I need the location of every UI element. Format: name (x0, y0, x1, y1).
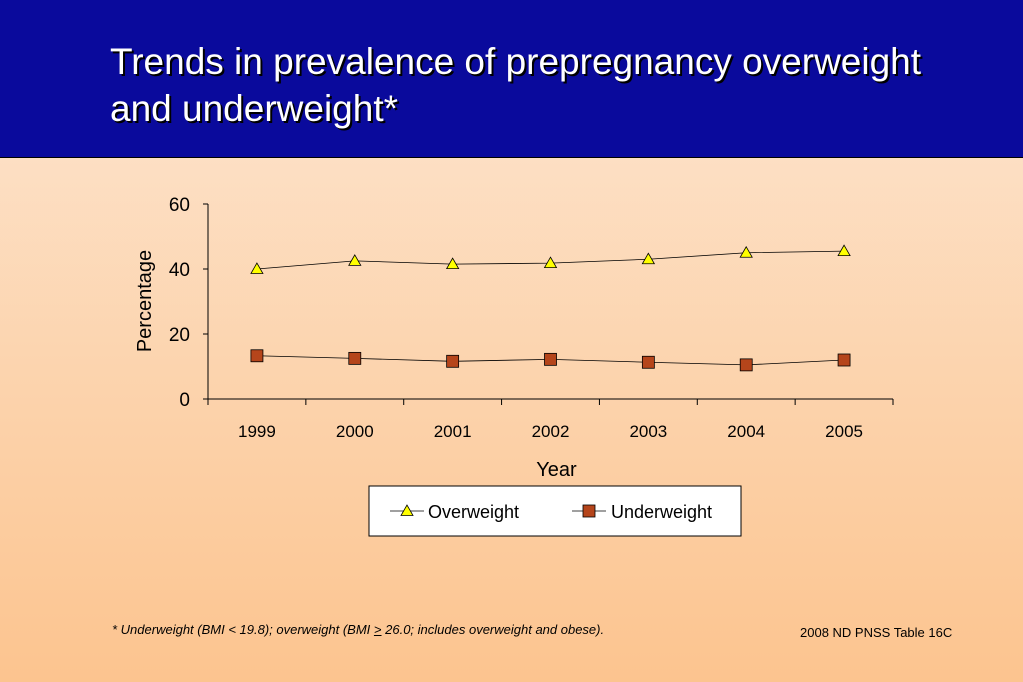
x-axis-title: Year (536, 459, 577, 481)
data-point-overweight (348, 254, 362, 266)
data-point-overweight (543, 256, 558, 269)
y-tick-label: 20 (169, 325, 190, 346)
data-point-underweight (837, 353, 851, 367)
data-point-overweight (641, 252, 656, 265)
y-axis-title: Percentage (134, 250, 156, 352)
data-point-overweight (250, 262, 264, 274)
y-tick-label: 40 (169, 260, 190, 281)
x-tick-label: 2004 (727, 422, 765, 441)
data-point-underweight (446, 354, 460, 368)
x-tick-label: 2003 (629, 422, 667, 441)
x-tick-label: 2001 (434, 422, 472, 441)
data-point-underweight (544, 352, 557, 366)
legend-label-overweight: Overweight (428, 502, 519, 522)
slide-title: Trends in prevalence of prepregnancy ove… (110, 41, 922, 129)
legend-label-underweight: Underweight (611, 502, 712, 522)
source-citation: 2008 ND PNSS Table 16C (800, 625, 953, 640)
footnote-text-1: * Underweight (BMI < 19.8); overweight (… (112, 622, 374, 637)
data-point-overweight (739, 245, 753, 258)
x-tick-label: 2002 (532, 422, 570, 441)
footnote-text-2: 26.0; includes overweight and obese). (381, 622, 605, 637)
y-tick-label: 60 (169, 195, 190, 216)
data-point-underweight (348, 351, 362, 365)
footnote: * Underweight (BMI < 19.8); overweight (… (112, 622, 604, 637)
x-tick-label: 2005 (825, 422, 863, 441)
legend-box (368, 485, 742, 537)
data-point-overweight (837, 244, 851, 257)
x-tick-label: 1999 (238, 422, 276, 441)
data-point-underweight (250, 349, 264, 363)
data-point-underweight (641, 355, 655, 369)
y-tick-label: 0 (179, 390, 190, 411)
data-point-underweight (739, 358, 753, 372)
x-tick-label: 2000 (336, 422, 374, 441)
footnote-ge-symbol: > (373, 622, 382, 637)
legend-marker-underweight (582, 504, 596, 518)
data-point-overweight (445, 257, 460, 270)
title-bar: Trends in prevalence of prepregnancy ove… (0, 0, 1023, 158)
legend-marker-overweight (400, 504, 414, 516)
